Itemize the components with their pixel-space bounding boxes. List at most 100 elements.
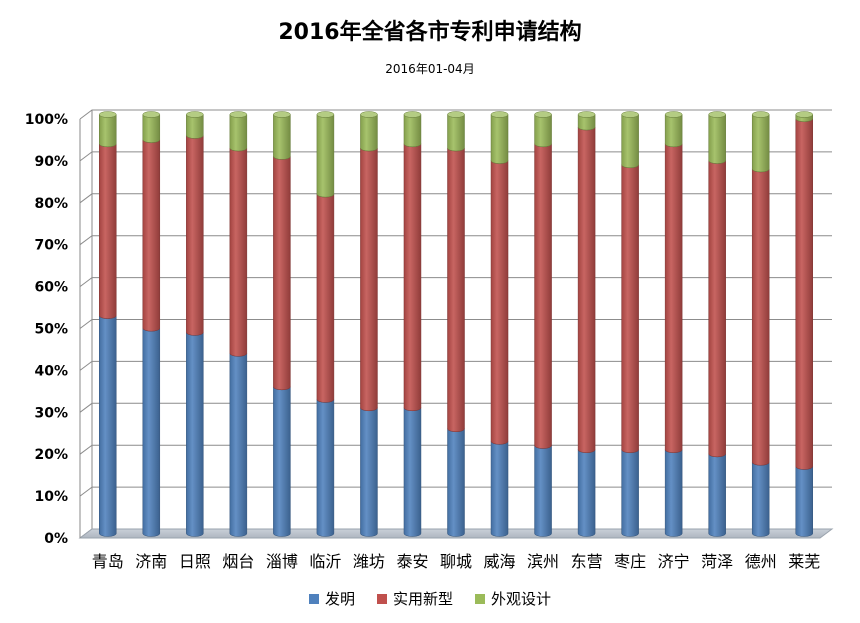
legend-item: 实用新型: [376, 588, 453, 609]
bar-segment: [99, 114, 117, 148]
y-tick-label: 20%: [34, 447, 68, 463]
gridline: [79, 109, 832, 120]
bar-segment: [621, 449, 639, 537]
x-tick-label: 临沂: [309, 552, 341, 571]
bar-segment: [490, 160, 509, 445]
bar-top-cap: [403, 111, 422, 118]
bar-segment: [577, 126, 596, 453]
legend-item: 外观设计: [475, 588, 551, 609]
bar-segment: [360, 407, 378, 537]
bar-segment: [186, 332, 204, 537]
bar-segment: [664, 449, 683, 537]
bar-segment: [142, 114, 161, 143]
bar-segment: [142, 328, 161, 537]
bar-segment: [99, 143, 117, 319]
x-tick-label: 威海: [484, 552, 516, 571]
y-tick-label: 90%: [34, 154, 68, 170]
bar-top-cap: [186, 111, 204, 118]
y-tick-label: 60%: [34, 280, 68, 296]
legend: 发明 实用新型 外观设计: [0, 588, 860, 609]
bar-segment: [447, 428, 465, 537]
x-tick-label: 济宁: [658, 552, 690, 571]
legend-swatch: [308, 593, 319, 604]
bar-segment: [751, 462, 770, 537]
x-tick-label: 济南: [135, 552, 167, 571]
bar-segment: [795, 466, 813, 537]
bar-top-cap: [795, 111, 813, 118]
y-tick-label: 10%: [34, 489, 68, 505]
y-tick-label: 50%: [34, 322, 68, 338]
bar-top-cap: [99, 111, 117, 118]
bar-segment: [273, 156, 291, 391]
bar-segment: [621, 164, 639, 453]
x-tick-label: 烟台: [222, 552, 254, 571]
bar-segment: [534, 143, 552, 449]
bar-segment: [186, 114, 204, 139]
bar-segment: [316, 114, 335, 198]
y-tick-label: 100%: [25, 112, 68, 128]
x-tick-label: 东营: [571, 552, 603, 571]
bar-segment: [273, 386, 291, 537]
legend-label: 发明: [324, 590, 355, 608]
bar-segment: [751, 168, 770, 466]
bar-segment: [316, 194, 335, 403]
bar-top-cap: [490, 111, 509, 118]
bar-top-cap: [534, 111, 552, 118]
bar-segment: [273, 114, 291, 160]
bar-segment: [664, 143, 683, 453]
bar-segment: [534, 114, 552, 148]
bar-segment: [708, 160, 726, 458]
bar-segment: [490, 441, 509, 537]
y-tick-label: 80%: [34, 196, 68, 212]
bar-segment: [795, 118, 813, 470]
legend-swatch: [376, 593, 387, 604]
bar-top-cap: [360, 111, 378, 118]
x-tick-label: 德州: [745, 552, 777, 571]
bar-top-cap: [229, 111, 248, 118]
bar-top-cap: [142, 111, 161, 118]
bar-top-cap: [751, 111, 770, 118]
bar-segment: [99, 315, 117, 537]
bar-segment: [229, 114, 248, 152]
bar-top-cap: [447, 111, 465, 118]
x-tick-label: 莱芜: [788, 552, 820, 571]
x-tick-label: 菏泽: [701, 552, 733, 571]
legend-label: 外观设计: [491, 590, 552, 608]
bar-top-cap: [273, 111, 291, 118]
bar-segment: [186, 135, 204, 336]
bar-segment: [403, 114, 422, 148]
chart-title: 2016年全省各市专利申请结构: [278, 20, 582, 45]
x-tick-label: 日照: [179, 552, 211, 571]
bar-segment: [447, 114, 465, 152]
bar-segment: [664, 114, 683, 148]
legend-swatch: [475, 593, 485, 604]
x-tick-label: 滨州: [527, 552, 559, 571]
bars: [99, 111, 813, 537]
bar-segment: [534, 445, 552, 537]
y-tick-label: 30%: [34, 405, 68, 421]
bar-segment: [229, 147, 248, 357]
bar-segment: [447, 147, 465, 432]
bar-segment: [490, 114, 509, 164]
legend-label: 实用新型: [392, 590, 453, 608]
bar-top-cap: [708, 111, 726, 118]
legend-item: 发明: [308, 588, 355, 609]
bar-segment: [708, 114, 726, 164]
bar-segment: [403, 407, 422, 537]
y-tick-label: 0%: [44, 531, 68, 547]
x-tick-label: 泰安: [396, 552, 428, 571]
bar-segment: [360, 114, 378, 152]
x-tick-label: 潍坊: [353, 552, 385, 571]
bar-top-cap: [577, 111, 596, 118]
bar-segment: [229, 353, 248, 537]
bar-segment: [708, 453, 726, 537]
bar-segment: [621, 114, 639, 168]
x-tick-label: 青岛: [92, 552, 124, 571]
y-tick-label: 70%: [34, 238, 68, 254]
bar-segment: [142, 139, 161, 332]
x-axis-labels: 青岛 济南 日照 烟台 淄博 临沂 潍坊 泰安 聊城 威海 滨州 东营 枣庄 济宁 菏泽 德州 莱芜: [92, 552, 820, 571]
bar-top-cap: [621, 111, 639, 118]
bar-segment: [316, 399, 335, 537]
bar-top-cap: [316, 111, 335, 118]
